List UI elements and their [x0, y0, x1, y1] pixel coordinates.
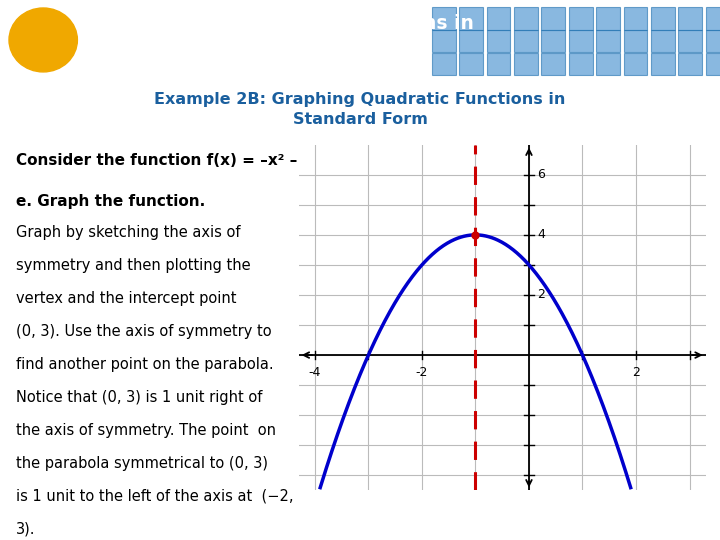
- Text: 6: 6: [537, 168, 545, 181]
- FancyBboxPatch shape: [487, 30, 510, 52]
- Text: (0, 3). Use the axis of symmetry to: (0, 3). Use the axis of symmetry to: [16, 323, 271, 339]
- FancyBboxPatch shape: [624, 53, 647, 75]
- FancyBboxPatch shape: [624, 7, 647, 30]
- Text: e. Graph the function.: e. Graph the function.: [16, 194, 205, 209]
- Text: Example 2B: Graphing Quadratic Functions in
Standard Form: Example 2B: Graphing Quadratic Functions…: [154, 92, 566, 127]
- FancyBboxPatch shape: [459, 53, 483, 75]
- FancyBboxPatch shape: [541, 7, 565, 30]
- FancyBboxPatch shape: [678, 7, 702, 30]
- FancyBboxPatch shape: [706, 30, 720, 52]
- Text: Consider the function f(x) = –x² – 2x + 3.: Consider the function f(x) = –x² – 2x + …: [16, 153, 363, 168]
- Text: vertex and the intercept point: vertex and the intercept point: [16, 291, 236, 306]
- FancyBboxPatch shape: [432, 7, 456, 30]
- FancyBboxPatch shape: [624, 30, 647, 52]
- FancyBboxPatch shape: [459, 30, 483, 52]
- Text: 3).: 3).: [16, 522, 35, 537]
- Ellipse shape: [9, 8, 78, 72]
- FancyBboxPatch shape: [651, 7, 675, 30]
- FancyBboxPatch shape: [569, 30, 593, 52]
- FancyBboxPatch shape: [541, 30, 565, 52]
- FancyBboxPatch shape: [514, 53, 538, 75]
- FancyBboxPatch shape: [596, 53, 620, 75]
- Text: symmetry and then plotting the: symmetry and then plotting the: [16, 258, 251, 273]
- Text: Graph by sketching the axis of: Graph by sketching the axis of: [16, 225, 240, 240]
- Text: Notice that (0, 3) is 1 unit right of: Notice that (0, 3) is 1 unit right of: [16, 390, 262, 405]
- FancyBboxPatch shape: [569, 7, 593, 30]
- FancyBboxPatch shape: [651, 30, 675, 52]
- FancyBboxPatch shape: [678, 53, 702, 75]
- FancyBboxPatch shape: [487, 7, 510, 30]
- FancyBboxPatch shape: [569, 53, 593, 75]
- Text: Copyright © by Holt Mc Dougal. All Rights Reserved.: Copyright © by Holt Mc Dougal. All Right…: [435, 516, 709, 525]
- FancyBboxPatch shape: [651, 53, 675, 75]
- FancyBboxPatch shape: [596, 7, 620, 30]
- Text: is 1 unit to the left of the axis at  (−2,: is 1 unit to the left of the axis at (−2…: [16, 489, 293, 504]
- FancyBboxPatch shape: [487, 53, 510, 75]
- Text: 4: 4: [537, 228, 545, 241]
- FancyBboxPatch shape: [541, 53, 565, 75]
- Text: 2: 2: [632, 366, 640, 379]
- Text: Standard Form: Standard Form: [90, 48, 248, 67]
- Text: Holt Mc.Dougal Algebra 2: Holt Mc.Dougal Algebra 2: [11, 514, 190, 527]
- Text: the parabola symmetrical to (0, 3): the parabola symmetrical to (0, 3): [16, 456, 268, 471]
- Text: find another point on the parabola.: find another point on the parabola.: [16, 357, 274, 372]
- FancyBboxPatch shape: [596, 30, 620, 52]
- FancyBboxPatch shape: [706, 53, 720, 75]
- Text: -4: -4: [309, 366, 321, 379]
- Text: Properties of Quadratic Functions in: Properties of Quadratic Functions in: [90, 15, 474, 33]
- FancyBboxPatch shape: [432, 53, 456, 75]
- Text: 2: 2: [537, 288, 545, 301]
- Text: the axis of symmetry. The point  on: the axis of symmetry. The point on: [16, 423, 276, 438]
- FancyBboxPatch shape: [432, 30, 456, 52]
- FancyBboxPatch shape: [678, 30, 702, 52]
- FancyBboxPatch shape: [514, 7, 538, 30]
- Text: -2: -2: [415, 366, 428, 379]
- FancyBboxPatch shape: [706, 7, 720, 30]
- FancyBboxPatch shape: [514, 30, 538, 52]
- FancyBboxPatch shape: [459, 7, 483, 30]
